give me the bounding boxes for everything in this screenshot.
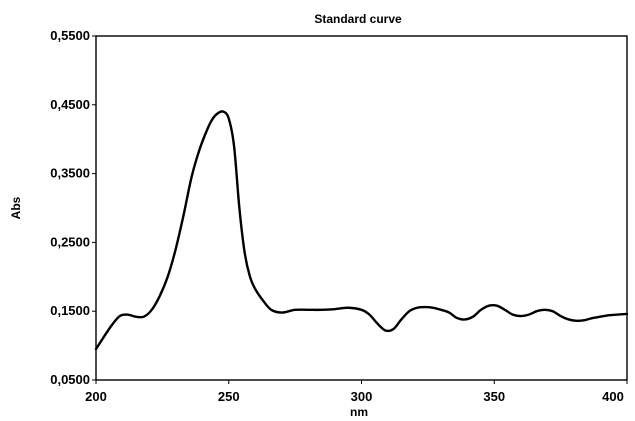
x-tick-label: 250 — [218, 389, 240, 404]
y-tick-label: 0,3500 — [50, 166, 90, 181]
y-axis: 0,0500 0,1500 0,2500 0,3500 0,4500 0,5500 — [50, 28, 96, 387]
absorbance-curve — [94, 110, 629, 351]
x-axis: 200 250 300 350 400 — [85, 380, 628, 404]
y-tick-label: 0,5500 — [50, 28, 90, 43]
y-tick-label: 0,1500 — [50, 303, 90, 318]
chart-title: Standard curve — [314, 12, 402, 26]
y-axis-label: Abs — [9, 196, 23, 219]
x-tick-label: 300 — [351, 389, 373, 404]
x-tick-label: 350 — [483, 389, 505, 404]
y-tick-label: 0,4500 — [50, 97, 90, 112]
x-axis-label: nm — [350, 405, 368, 419]
x-tick-label: 400 — [602, 389, 624, 404]
plot-frame — [95, 35, 628, 381]
y-tick-label: 0,0500 — [50, 372, 90, 387]
y-tick-label: 0,2500 — [50, 234, 90, 249]
x-tick-label: 200 — [85, 389, 107, 404]
